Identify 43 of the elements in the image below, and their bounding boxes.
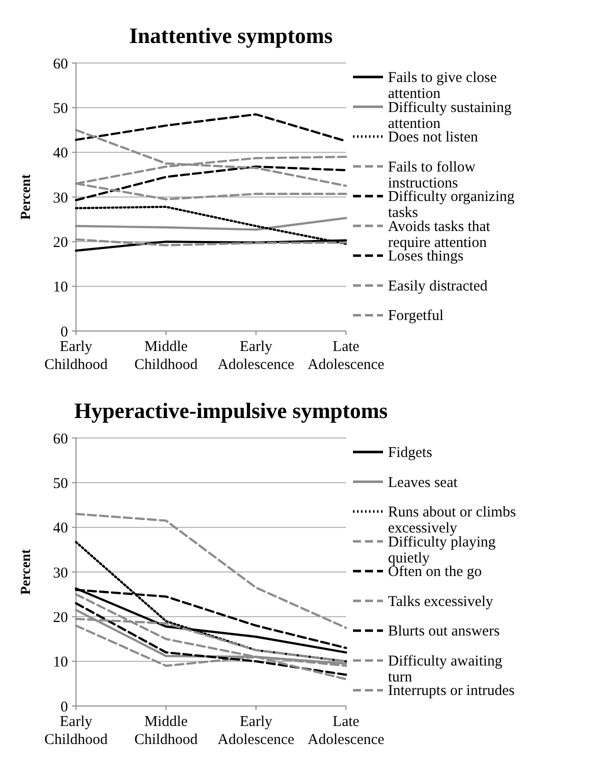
- x-tick-label: Early Childhood: [44, 714, 108, 748]
- y-tick-label: 20: [53, 610, 68, 626]
- line-series: [74, 602, 348, 676]
- legend-label: Leaves seat: [388, 474, 458, 491]
- x-tick-label: Early Childhood: [44, 339, 108, 373]
- legend-label: Fails to follow instructions: [388, 159, 476, 192]
- legend-label: Blurts out answers: [388, 624, 500, 640]
- y-tick-label: 0: [60, 699, 68, 716]
- x-tick-label: Late Adolescence: [308, 339, 385, 373]
- legend-label: Avoids tasks that require attention: [388, 218, 492, 251]
- chart-title: Inattentive symptoms: [129, 23, 334, 48]
- legend-label: Fails to give close attention: [388, 70, 498, 102]
- y-tick-label: 10: [53, 280, 68, 296]
- x-tick-label: Late Adolescence: [308, 714, 385, 748]
- y-tick-label: 10: [53, 654, 68, 671]
- x-tick-label: Early Adolescence: [218, 714, 295, 748]
- legend-label: Difficulty organizing tasks: [388, 189, 516, 222]
- chart-title: Hyperactive-impulsive symptoms: [74, 398, 388, 423]
- x-tick-label: Early Adolescence: [218, 339, 295, 373]
- y-tick-label: 60: [53, 56, 68, 72]
- x-tick-label: Middle Childhood: [134, 714, 198, 748]
- x-tick-label: Middle Childhood: [134, 339, 198, 373]
- y-tick-label: 50: [53, 476, 68, 492]
- y-tick-label: 40: [53, 520, 68, 537]
- y-tick-label: 50: [53, 100, 68, 117]
- line-series: [74, 540, 348, 662]
- legend-label: Interrupts or intrudes: [388, 683, 515, 700]
- y-tick-label: 30: [53, 190, 68, 206]
- y-tick-label: 40: [53, 146, 68, 162]
- y-axis-title: Percent: [19, 174, 34, 220]
- legend-label: Does not listen: [388, 130, 478, 146]
- legend-label: Easily distracted: [388, 278, 488, 294]
- legend-label: Runs about or climbs excessively: [388, 504, 516, 537]
- legend-label: Fidgets: [388, 445, 432, 461]
- legend-label: Difficulty sustaining attention: [388, 100, 512, 132]
- y-tick-label: 30: [53, 565, 68, 582]
- legend-label: Difficulty awaiting turn: [388, 653, 503, 686]
- y-axis-title: Percent: [19, 548, 34, 595]
- legend-label: Talks excessively: [388, 594, 494, 610]
- y-tick-label: 0: [60, 324, 68, 340]
- y-tick-label: 20: [53, 234, 68, 251]
- y-tick-label: 60: [53, 431, 68, 448]
- legend-label: Forgetful: [388, 308, 444, 324]
